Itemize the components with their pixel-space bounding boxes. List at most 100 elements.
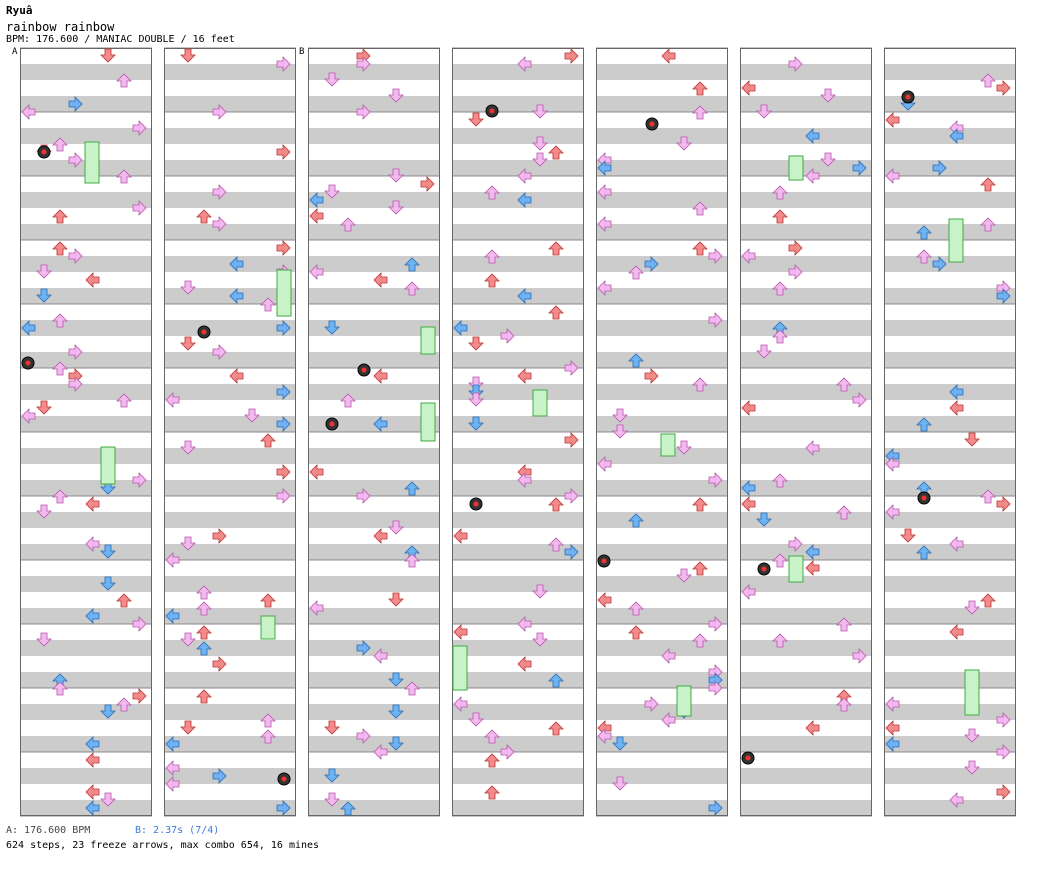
step-arrow xyxy=(180,720,196,735)
step-arrow xyxy=(468,712,484,727)
step-arrow xyxy=(708,800,723,816)
step-arrow xyxy=(68,344,83,360)
stripe xyxy=(164,224,296,240)
step-arrow xyxy=(68,96,83,112)
step-arrow xyxy=(100,48,116,63)
stripe xyxy=(164,608,296,624)
stripe xyxy=(164,352,296,368)
bpm-a-label: A: 176.600 BPM xyxy=(6,825,91,836)
stripe xyxy=(740,64,872,80)
step-arrow xyxy=(836,689,852,704)
step-arrow xyxy=(564,48,579,64)
artist-name: Ryuâ xyxy=(6,4,33,17)
stripe xyxy=(308,384,440,400)
stripe xyxy=(884,672,1016,688)
step-arrow xyxy=(772,281,788,296)
stripe xyxy=(740,352,872,368)
step-arrow xyxy=(276,320,291,336)
stripe xyxy=(20,416,152,432)
step-arrow xyxy=(68,376,83,392)
step-arrow xyxy=(708,680,723,696)
step-arrow xyxy=(805,560,820,576)
stripe xyxy=(740,96,872,112)
step-arrow xyxy=(212,216,227,232)
stripe xyxy=(20,352,152,368)
step-arrow xyxy=(36,264,52,279)
stripe xyxy=(596,256,728,272)
step-arrow xyxy=(741,80,756,96)
step-arrow xyxy=(52,681,68,696)
step-arrow xyxy=(885,448,900,464)
step-arrow xyxy=(964,760,980,775)
step-arrow xyxy=(836,377,852,392)
step-arrow xyxy=(52,241,68,256)
stripe xyxy=(164,384,296,400)
stripe xyxy=(884,800,1016,816)
column-border xyxy=(884,48,1016,816)
step-arrow xyxy=(916,417,932,432)
step-arrow xyxy=(404,553,420,568)
step-arrow xyxy=(484,185,500,200)
stripe xyxy=(164,448,296,464)
stripe xyxy=(164,576,296,592)
stripe xyxy=(452,704,584,720)
stripe xyxy=(740,384,872,400)
stripe xyxy=(884,64,1016,80)
step-arrow xyxy=(885,504,900,520)
step-arrow xyxy=(741,248,756,264)
stripe xyxy=(596,224,728,240)
step-arrow xyxy=(165,760,180,776)
step-arrow xyxy=(324,720,340,735)
step-arrow xyxy=(772,321,788,336)
step-arrow xyxy=(453,528,468,544)
step-arrow xyxy=(229,368,244,384)
stripe xyxy=(308,128,440,144)
step-arrow xyxy=(548,673,564,688)
step-arrow xyxy=(165,392,180,408)
step-arrow xyxy=(692,241,708,256)
step-arrow xyxy=(356,104,371,120)
step-arrow xyxy=(820,152,836,167)
stripe xyxy=(20,544,152,560)
stripe xyxy=(884,768,1016,784)
step-arrow xyxy=(708,248,723,264)
step-arrow xyxy=(212,344,227,360)
stripe xyxy=(20,128,152,144)
step-arrow xyxy=(276,464,291,480)
step-arrow xyxy=(996,744,1011,760)
step-arrow xyxy=(628,601,644,616)
step-arrow xyxy=(388,520,404,535)
step-arrow xyxy=(180,440,196,455)
step-arrow xyxy=(85,536,100,552)
step-arrow xyxy=(356,640,371,656)
step-arrow xyxy=(597,184,612,200)
step-arrow xyxy=(885,168,900,184)
stripe xyxy=(308,640,440,656)
step-arrow xyxy=(388,736,404,751)
mine-core xyxy=(201,329,207,335)
step-arrow xyxy=(517,472,532,488)
step-arrow xyxy=(692,201,708,216)
step-arrow xyxy=(324,184,340,199)
step-arrow xyxy=(836,617,852,632)
step-arrow xyxy=(165,552,180,568)
step-arrow xyxy=(356,56,371,72)
mine-core xyxy=(905,94,911,100)
stripe xyxy=(884,704,1016,720)
stripe xyxy=(308,544,440,560)
step-arrow xyxy=(980,177,996,192)
stripe xyxy=(308,224,440,240)
marker-b: B xyxy=(299,47,305,57)
stripe xyxy=(164,672,296,688)
step-arrow xyxy=(340,393,356,408)
step-arrow xyxy=(564,432,579,448)
step-arrow xyxy=(852,648,867,664)
stripe xyxy=(164,736,296,752)
step-arrow xyxy=(165,608,180,624)
stripe xyxy=(308,352,440,368)
stripe xyxy=(20,64,152,80)
stripe xyxy=(164,96,296,112)
step-arrow xyxy=(324,768,340,783)
step-arrow xyxy=(772,473,788,488)
